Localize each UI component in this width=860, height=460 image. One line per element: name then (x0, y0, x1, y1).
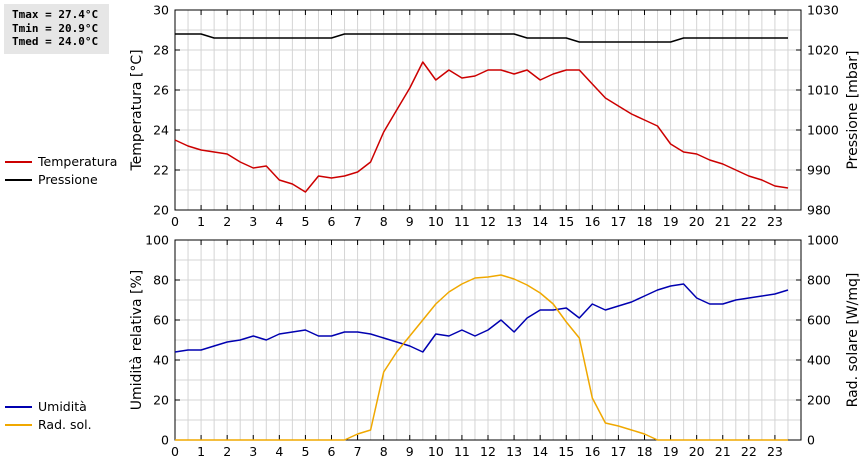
x-tick-label: 5 (301, 444, 309, 459)
y-left-tick-label: 0 (161, 433, 169, 448)
x-tick-label: 17 (610, 444, 626, 459)
series-line-umidit (174, 283, 789, 353)
x-tick-label: 11 (454, 444, 470, 459)
legend-swatch-pressione (5, 179, 32, 181)
x-tick-label: 21 (715, 214, 731, 229)
x-tick-label: 18 (637, 444, 653, 459)
tmax-text: Tmax = 27.4°C (12, 8, 99, 21)
x-tick-label: 12 (480, 214, 496, 229)
y-right-tick-label: 1000 (807, 123, 839, 138)
x-tick-label: 8 (380, 444, 388, 459)
x-tick-label: 1 (197, 214, 205, 229)
x-tick-label: 4 (275, 444, 283, 459)
x-tick-label: 0 (171, 444, 179, 459)
stats-box: Tmax = 27.4°C Tmin = 20.9°C Tmed = 24.0°… (4, 4, 109, 54)
series-line-temperatura (174, 61, 789, 193)
y-right-axis-title: Rad. solare [W/mq] (845, 273, 860, 408)
x-tick-label: 6 (328, 444, 336, 459)
y-left-tick-label: 26 (153, 83, 169, 98)
legend-label-radiazione: Rad. sol. (38, 417, 92, 432)
y-left-tick-label: 40 (153, 353, 169, 368)
x-tick-label: 23 (767, 444, 783, 459)
y-right-tick-label: 800 (807, 273, 831, 288)
panel-1: 0 1 2 3 4 5 6 7 8 9 10 11 12 13 14 15 16 17 18 19 20 21 22 2320… (129, 3, 860, 230)
y-left-tick-label: 80 (153, 273, 169, 288)
x-tick-label: 10 (428, 214, 444, 229)
legend-swatch-radiazione (5, 424, 32, 426)
x-tick-label: 22 (741, 444, 757, 459)
x-tick-label: 6 (328, 214, 336, 229)
x-tick-label: 14 (532, 214, 548, 229)
x-tick-label: 23 (767, 214, 783, 229)
y-right-axis-title: Pressione [mbar] (845, 50, 860, 169)
y-left-axis-title: Temperatura [°C] (129, 49, 145, 171)
x-tick-label: 22 (741, 214, 757, 229)
x-tick-label: 5 (301, 214, 309, 229)
x-tick-label: 9 (406, 214, 414, 229)
y-right-tick-label: 1000 (807, 233, 839, 248)
y-left-tick-label: 30 (153, 3, 169, 18)
legend-swatch-umidita (5, 406, 32, 408)
x-tick-label: 3 (249, 214, 257, 229)
x-tick-label: 11 (454, 214, 470, 229)
x-tick-label: 20 (689, 444, 705, 459)
y-left-tick-label: 100 (145, 233, 169, 248)
y-right-tick-label: 1020 (807, 43, 839, 58)
y-left-tick-label: 20 (153, 393, 169, 408)
x-tick-label: 13 (506, 444, 522, 459)
x-tick-label: 1 (197, 444, 205, 459)
legend-label-temperatura: Temperatura (38, 154, 118, 169)
tmin-text: Tmin = 20.9°C (12, 21, 99, 35)
x-tick-label: 7 (354, 214, 362, 229)
x-tick-label: 19 (663, 214, 679, 229)
x-tick-label: 20 (689, 214, 705, 229)
x-tick-label: 14 (532, 444, 548, 459)
y-right-tick-label: 990 (807, 163, 831, 178)
y-right-tick-label: 1030 (807, 3, 839, 18)
tmed-text: Tmed = 24.0°C (12, 35, 99, 48)
y-left-tick-label: 22 (153, 163, 169, 178)
x-tick-label: 9 (406, 444, 414, 459)
y-right-tick-label: 400 (807, 353, 831, 368)
x-tick-label: 15 (558, 214, 574, 229)
x-tick-label: 18 (637, 214, 653, 229)
x-tick-label: 16 (584, 214, 600, 229)
y-right-tick-label: 600 (807, 313, 831, 328)
y-left-axis-title: Umidità relativa [%] (129, 270, 145, 411)
legend-label-pressione: Pressione (38, 172, 98, 187)
x-tick-label: 10 (428, 444, 444, 459)
x-tick-label: 21 (715, 444, 731, 459)
x-tick-label: 3 (249, 444, 257, 459)
x-tick-label: 7 (354, 444, 362, 459)
x-tick-label: 17 (610, 214, 626, 229)
panel-2: 0 1 2 3 4 5 6 7 8 9 10 11 12 13 14 15 16 17 18 19 20 21 22 2302… (129, 233, 860, 460)
y-left-tick-label: 60 (153, 313, 169, 328)
y-left-tick-label: 24 (153, 123, 169, 138)
y-right-tick-label: 0 (807, 433, 815, 448)
series-line-pressione (175, 33, 788, 43)
x-tick-label: 13 (506, 214, 522, 229)
x-tick-label: 16 (584, 444, 600, 459)
series-line-rad-sol (175, 274, 788, 441)
x-tick-label: 2 (223, 214, 231, 229)
x-tick-label: 0 (171, 214, 179, 229)
x-tick-label: 2 (223, 444, 231, 459)
legend-label-umidita: Umidità (38, 399, 87, 414)
y-left-tick-label: 20 (153, 203, 169, 218)
x-tick-label: 4 (275, 214, 283, 229)
y-left-tick-label: 28 (153, 43, 169, 58)
x-tick-label: 19 (663, 444, 679, 459)
y-right-tick-label: 200 (807, 393, 831, 408)
x-tick-label: 12 (480, 444, 496, 459)
y-right-tick-label: 1010 (807, 83, 839, 98)
legend-swatch-temperatura (5, 161, 32, 163)
x-tick-label: 15 (558, 444, 574, 459)
y-right-tick-label: 980 (807, 203, 831, 218)
x-tick-label: 8 (380, 214, 388, 229)
